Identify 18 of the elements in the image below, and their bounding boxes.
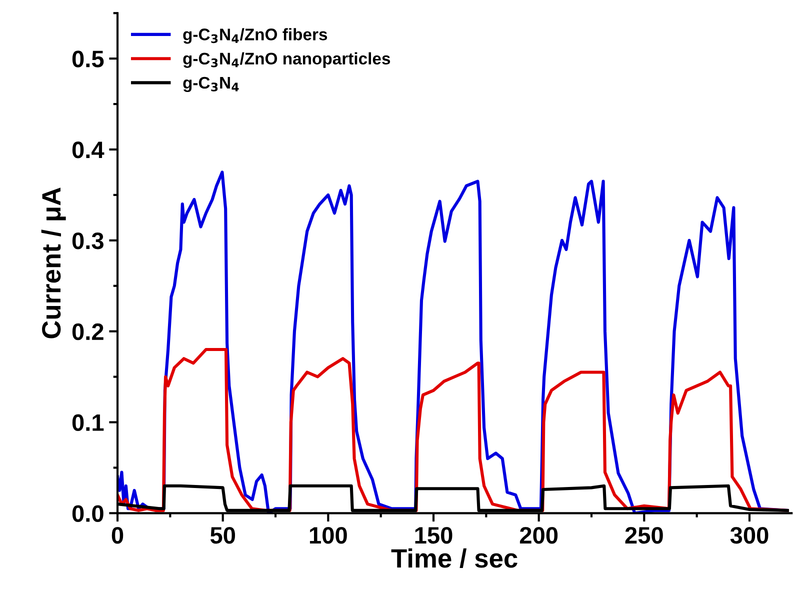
- y-tick-label: 0.2: [72, 323, 104, 340]
- legend-label: g-C$_{3}$N$_{4}$/ZnO nanoparticles: [183, 52, 390, 68]
- y-tick-label: 0.1: [72, 414, 104, 432]
- x-tick-label: 200: [520, 526, 558, 544]
- y-tick-label: 0.3: [72, 232, 104, 250]
- legend-label: g-C$_{3}$N$_{4}$/ZnO fibers: [183, 28, 328, 44]
- y-tick-label: 0.4: [72, 142, 104, 158]
- x-tick-label: 0: [112, 526, 124, 544]
- x-tick-label: 100: [310, 526, 347, 544]
- legend-label: g-C$_{3}$N$_{4}$: [183, 76, 239, 92]
- x-tick-label: 50: [210, 526, 236, 544]
- x-tick-label: 300: [730, 526, 768, 544]
- x-tick-label: 150: [415, 526, 452, 544]
- x-tick-label: 250: [625, 526, 663, 544]
- y-tick-label: 0.0: [72, 505, 104, 522]
- y-tick-label: 0.5: [72, 50, 104, 68]
- x-axis-title: Time / sec: [391, 548, 518, 568]
- y-axis-title: Current / μA: [41, 188, 66, 338]
